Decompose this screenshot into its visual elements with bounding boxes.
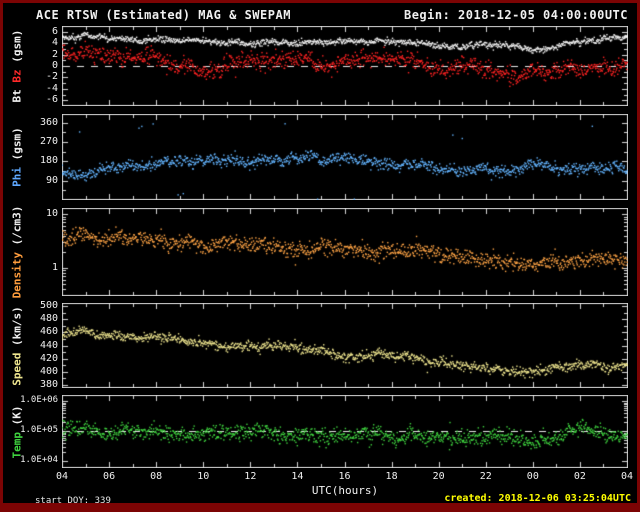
x-tick-label: 00: [526, 471, 539, 482]
y-axis-label-part: Temp: [10, 424, 24, 459]
x-tick-label: 04: [55, 471, 69, 482]
y-tick-label-temp: 1.0E+06: [20, 395, 58, 406]
panel-canvas-phi: [62, 114, 628, 200]
y-axis-label-temp: Temp (K): [11, 405, 24, 458]
y-axis-label-speed: Speed (km/s): [11, 306, 24, 386]
y-tick-label-phi: 270: [39, 135, 58, 147]
y-tick-label-temp: 1.0E+04: [20, 455, 58, 466]
y-tick-label-mag: -4: [45, 82, 58, 94]
x-tick-label: 18: [385, 471, 398, 482]
y-tick-label-phi: 90: [45, 174, 58, 186]
y-axis-label-part: Density: [10, 245, 24, 299]
panel-canvas-mag: [62, 26, 628, 106]
begin-timestamp: Begin: 2018-12-05 04:00:00UTC: [403, 8, 628, 22]
y-axis-label-part: Bt: [10, 82, 24, 103]
y-tick-label-phi: 360: [39, 116, 58, 128]
chart-panels: 6 4 2 0 -2 -4 -6 Bt Bz (gsm) 360 270 180 90 Phi (gsm…: [3, 3, 637, 503]
y-tick-label-speed: 480: [39, 313, 58, 325]
y-tick-label-speed: 500: [39, 300, 58, 312]
y-tick-label-density: 1: [51, 261, 58, 273]
y-tick-label-speed: 380: [39, 378, 58, 390]
y-tick-label-mag: -2: [45, 71, 58, 83]
created-timestamp: created: 2018-12-06 03:25:04UTC: [444, 493, 631, 503]
y-axis-label-part: (/cm3): [10, 205, 24, 246]
x-axis-label: UTC(hours): [311, 484, 379, 497]
start-doy-label: start DOY: 339: [35, 496, 111, 503]
y-tick-label-density: 10: [45, 208, 58, 220]
x-tick-label: 22: [479, 471, 492, 482]
panel-canvas-temp: [62, 395, 628, 468]
y-tick-label-speed: 460: [39, 326, 58, 338]
y-axis-label-part: Bz: [10, 62, 24, 83]
y-tick-label-speed: 400: [39, 365, 58, 377]
x-tick-label: 20: [432, 471, 445, 482]
plot-background: ACE RTSW (Estimated) MAG & SWEPAM Begin:…: [3, 3, 637, 503]
y-axis-label-part: (K): [10, 405, 24, 425]
y-tick-label-mag: 0: [51, 60, 58, 71]
x-tick-label: 12: [244, 471, 257, 482]
y-axis-label-part: (gsm): [10, 29, 24, 63]
x-tick-label: 08: [150, 471, 163, 482]
y-axis-label-mag: Bt Bz (gsm): [11, 30, 24, 103]
y-tick-label-temp: 1.0E+05: [20, 425, 58, 436]
x-tick-label: 04: [620, 471, 634, 482]
y-tick-label-mag: 4: [51, 37, 58, 49]
x-tick-label: 16: [338, 471, 351, 482]
y-tick-label-mag: 6: [51, 25, 58, 37]
y-tick-label-speed: 420: [39, 352, 58, 364]
y-tick-label-phi: 180: [39, 155, 58, 167]
x-tick-label: 06: [103, 471, 116, 482]
x-tick-label: 14: [291, 471, 304, 482]
page-title: ACE RTSW (Estimated) MAG & SWEPAM: [36, 8, 291, 22]
x-tick-label: 02: [573, 471, 586, 482]
y-tick-label-speed: 440: [39, 339, 58, 351]
y-axis-label-part: (km/s): [10, 305, 24, 346]
y-axis-label-part: Phi: [10, 160, 24, 187]
panel-canvas-density: [62, 208, 628, 296]
x-tick-label: 10: [197, 471, 210, 482]
y-axis-label-phi: Phi (gsm): [11, 127, 24, 187]
y-axis-label-density: Density (/cm3): [11, 206, 24, 299]
y-tick-label-mag: -6: [45, 94, 58, 106]
y-tick-label-mag: 2: [51, 48, 58, 60]
panel-canvas-speed: [62, 303, 628, 388]
y-axis-label-part: (gsm): [10, 127, 24, 161]
y-axis-label-part: Speed: [10, 345, 24, 386]
